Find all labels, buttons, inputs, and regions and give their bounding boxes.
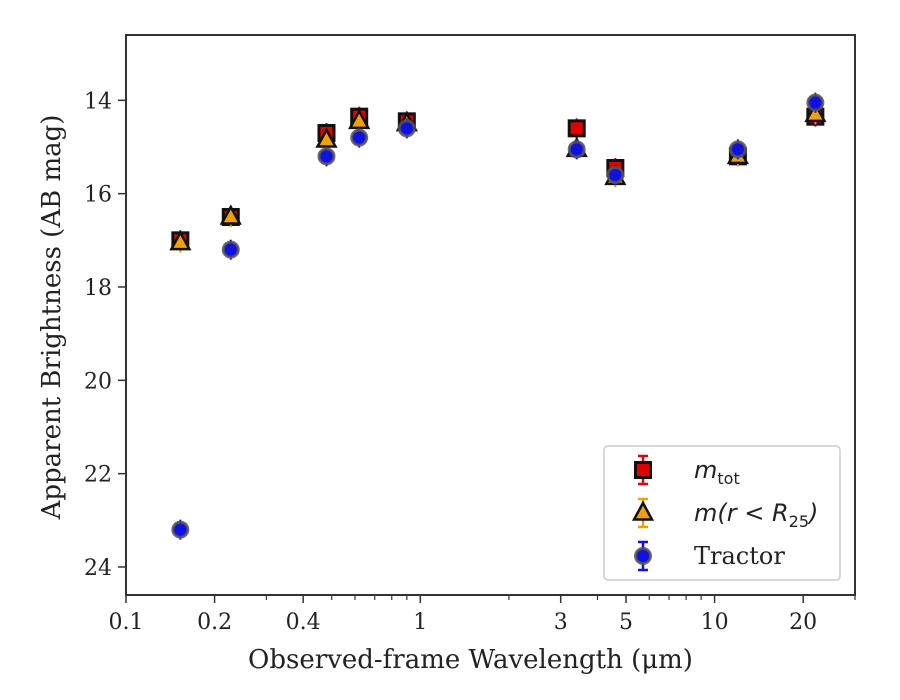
- y-tick-label: 24: [84, 556, 112, 581]
- data-point: [728, 140, 747, 159]
- x-tick-label: 0.4: [286, 610, 321, 635]
- data-point: [606, 166, 625, 184]
- legend-marker: [631, 500, 655, 521]
- data-point: [169, 230, 192, 251]
- data-point: [567, 140, 586, 159]
- plot-frame: [125, 34, 856, 596]
- legend-marker: [634, 461, 652, 479]
- legend-label: mtot: [694, 456, 740, 488]
- data-point: [350, 128, 369, 147]
- x-tick-label: 0.2: [197, 610, 232, 635]
- series-2: [171, 92, 825, 540]
- data-point: [806, 93, 825, 112]
- data-point: [317, 147, 336, 166]
- data-point: [219, 204, 242, 225]
- y-axis-title: Apparent Brightness (AB mag): [37, 115, 67, 521]
- legend-box: [603, 445, 841, 581]
- series-0: [171, 106, 825, 251]
- series-1: [169, 101, 827, 253]
- data-point: [221, 240, 240, 259]
- data-marks: [169, 92, 827, 540]
- y-tick-label: 18: [84, 276, 112, 301]
- x-tick-label: 20: [789, 610, 817, 635]
- legend-label: m(r < R25): [694, 499, 818, 531]
- x-tick-label: 5: [619, 610, 633, 635]
- data-point: [397, 119, 416, 138]
- legend-label: Tractor: [694, 542, 785, 570]
- y-tick-label: 16: [84, 183, 112, 208]
- x-tick-label: 1: [413, 610, 427, 635]
- axes: 0.1 0.2 0.4 1 3 5 10 20 14 16 18 20 22 24 Observed-fra…: [37, 34, 856, 675]
- data-point: [567, 119, 586, 138]
- x-tick-label: 10: [701, 610, 729, 635]
- x-tick-label: 0.1: [109, 610, 144, 635]
- x-axis-title: Observed-frame Wavelength (μm): [248, 645, 693, 675]
- legend-marker: [634, 547, 652, 565]
- y-tick-label: 14: [84, 89, 112, 114]
- y-tick-label: 20: [84, 369, 112, 394]
- x-tick-label: 3: [554, 610, 568, 635]
- y-tick-label: 22: [84, 463, 112, 488]
- legend: mtot m(r < R25) Tractor: [603, 445, 841, 581]
- data-point: [171, 520, 190, 539]
